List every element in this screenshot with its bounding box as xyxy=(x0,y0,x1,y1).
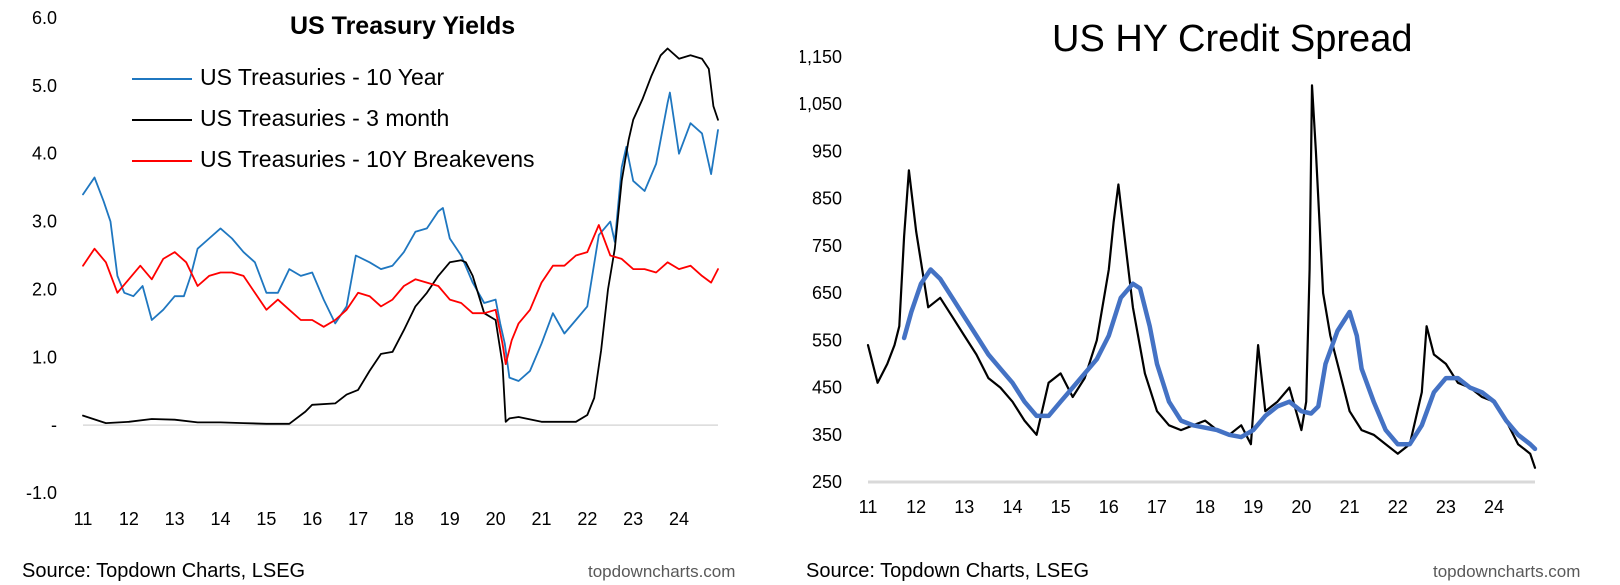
watermark-text: topdowncharts.com xyxy=(588,562,736,581)
x-tick-label: 24 xyxy=(1484,497,1504,517)
x-tick-label: 17 xyxy=(348,509,368,529)
x-tick-label: 18 xyxy=(394,509,414,529)
y-tick-label: 450 xyxy=(812,378,842,398)
treasury-yields-chart: 6.0 5.0 4.0 3.0 2.0 1.0 - -1.0 11 12 13 14 15 16 17 18 1… xyxy=(0,0,800,585)
x-tick-label: 20 xyxy=(486,509,506,529)
legend-label: US Treasuries - 10Y Breakevens xyxy=(200,146,535,172)
y-tick-label: 5.0 xyxy=(32,76,57,96)
x-tick-label: 24 xyxy=(669,509,689,529)
watermark-text: topdowncharts.com xyxy=(1433,562,1581,581)
chart-title: US HY Credit Spread xyxy=(1052,18,1413,60)
x-tick-label: 22 xyxy=(1388,497,1408,517)
y-tick-label: 1.0 xyxy=(32,347,57,367)
x-tick-label: 11 xyxy=(74,509,93,529)
y-tick-label: 1,150 xyxy=(800,47,842,67)
x-tick-label: 23 xyxy=(623,509,643,529)
x-tick-label: 19 xyxy=(1243,497,1263,517)
y-tick-label: 2.0 xyxy=(32,279,57,299)
x-tick-label: 11 xyxy=(859,497,878,517)
legend-label: US Treasuries - 3 month xyxy=(200,105,450,131)
x-tick-label: 22 xyxy=(577,509,597,529)
x-tick-label: 14 xyxy=(1002,497,1022,517)
y-tick-label: 4.0 xyxy=(32,144,57,164)
y-tick-label: 750 xyxy=(812,236,842,256)
y-tick-label: 950 xyxy=(812,141,842,161)
x-tick-label: 13 xyxy=(165,509,185,529)
x-tick-label: 23 xyxy=(1436,497,1456,517)
y-tick-label: 550 xyxy=(812,330,842,350)
x-tick-label: 16 xyxy=(302,509,322,529)
y-tick-label: 850 xyxy=(812,189,842,209)
series-line-0 xyxy=(82,91,719,382)
y-tick-label: 250 xyxy=(812,472,842,492)
source-note: Source: Topdown Charts, LSEG xyxy=(806,560,1090,582)
legend-item-3-month: US Treasuries - 3 month xyxy=(132,105,652,135)
x-tick-label: 15 xyxy=(1051,497,1071,517)
x-tick-label: 20 xyxy=(1291,497,1311,517)
y-tick-label: -1.0 xyxy=(26,483,57,503)
x-tick-label: 19 xyxy=(440,509,460,529)
x-tick-label: 16 xyxy=(1099,497,1119,517)
legend-swatch xyxy=(132,78,192,80)
x-tick-label: 13 xyxy=(954,497,974,517)
chart-title: US Treasury Yields xyxy=(290,12,516,40)
y-tick-label: 1,050 xyxy=(800,94,842,114)
legend-label: US Treasuries - 10 Year xyxy=(200,64,445,90)
hy-credit-spread-chart: 1,150 1,050 950 850 750 650 550 450 350 250 11 12 13… xyxy=(800,0,1620,585)
x-tick-label: 21 xyxy=(1340,497,1360,517)
series-line-0 xyxy=(866,84,1537,469)
legend-swatch xyxy=(132,160,192,162)
series-line-1 xyxy=(901,267,1538,452)
x-tick-label: 21 xyxy=(531,509,551,529)
source-note: Source: Topdown Charts, LSEG xyxy=(22,560,306,582)
treasury-yields-plot: 6.0 5.0 4.0 3.0 2.0 1.0 - -1.0 11 12 13 14 15 16 17 18 1… xyxy=(26,8,719,529)
y-tick-label: 650 xyxy=(812,283,842,303)
y-tick-label: 350 xyxy=(812,425,842,445)
y-tick-label: 6.0 xyxy=(32,8,57,28)
x-tick-label: 17 xyxy=(1147,497,1167,517)
hy-credit-spread-plot: 1,150 1,050 950 850 750 650 550 450 350 250 11 12 13… xyxy=(800,47,1538,517)
x-tick-label: 12 xyxy=(119,509,139,529)
legend-swatch xyxy=(132,119,192,121)
legend-item-breakevens: US Treasuries - 10Y Breakevens xyxy=(132,146,652,176)
x-tick-label: 12 xyxy=(906,497,926,517)
y-tick-label: - xyxy=(51,415,57,435)
x-tick-label: 18 xyxy=(1195,497,1215,517)
y-tick-label: 3.0 xyxy=(32,212,57,232)
series-line-2 xyxy=(82,224,719,365)
x-tick-label: 15 xyxy=(256,509,276,529)
legend-item-10-year: US Treasuries - 10 Year xyxy=(132,64,652,94)
x-tick-label: 14 xyxy=(211,509,231,529)
